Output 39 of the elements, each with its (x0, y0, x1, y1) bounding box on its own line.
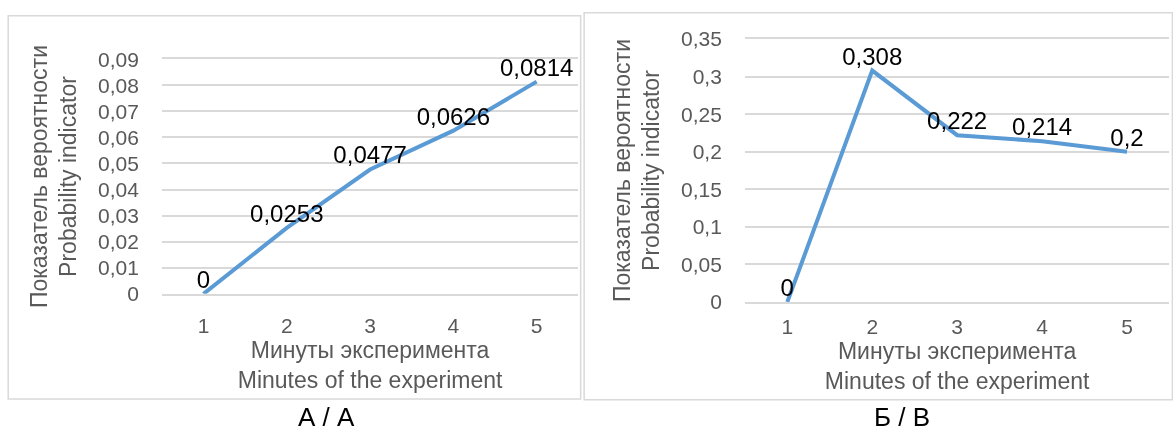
x-tick-label: 4 (447, 314, 460, 338)
y-tick-label: 0 (710, 290, 722, 314)
x-axis-title: Минуты эксперимента Minutes of the experiment (824, 338, 1091, 395)
x-tick-label: 4 (1036, 315, 1049, 339)
y-tick-label: 0,15 (680, 177, 722, 201)
y-tick-label: 0,01 (98, 256, 139, 280)
x-tick-label: 3 (364, 314, 376, 338)
data-label: 0,2 (1110, 123, 1144, 151)
y-tick-label: 0,04 (98, 177, 140, 201)
x-tick-label: 1 (197, 314, 210, 338)
x-tick-label: 3 (951, 315, 964, 339)
x-tick-label: 5 (530, 314, 543, 338)
data-label: 0 (196, 265, 211, 293)
y-tick-label: 0,25 (680, 102, 722, 126)
y-axis-title: Показатель вероятности Probability indicator (608, 39, 665, 303)
y-tick-label: 0,02 (98, 230, 139, 254)
y-tick-label: 0,1 (692, 215, 722, 239)
y-tick-label: 0,05 (98, 151, 139, 175)
y-tick-label: 0,05 (680, 252, 722, 276)
x-tick-label: 5 (1121, 315, 1133, 339)
y-tick-label: 0 (127, 282, 139, 306)
x-tick-label: 1 (781, 315, 794, 339)
y-tick-label: 0,35 (680, 27, 722, 51)
data-label: 0,0814 (499, 53, 574, 81)
y-tick-label: 0,06 (98, 125, 139, 149)
x-tick-label: 2 (866, 315, 879, 339)
y-tick-label: 0,08 (98, 73, 139, 97)
text: А / А (298, 402, 356, 429)
y-tick-label: 0,03 (98, 203, 139, 227)
y-tick-label: 0,3 (692, 64, 722, 88)
data-label: 0,214 (1012, 113, 1073, 141)
y-axis-title: Показатель вероятности Probability indicator (25, 45, 82, 309)
y-tick-label: 0,2 (692, 140, 722, 164)
x-axis-title: Минуты эксперимента Minutes of the experiment (237, 337, 504, 393)
data-label: 0,308 (842, 42, 903, 70)
y-tick-label: 0,09 (98, 47, 139, 71)
x-tick-label: 2 (280, 314, 293, 338)
text: Б / В (874, 402, 931, 429)
y-tick-label: 0,07 (98, 99, 139, 123)
